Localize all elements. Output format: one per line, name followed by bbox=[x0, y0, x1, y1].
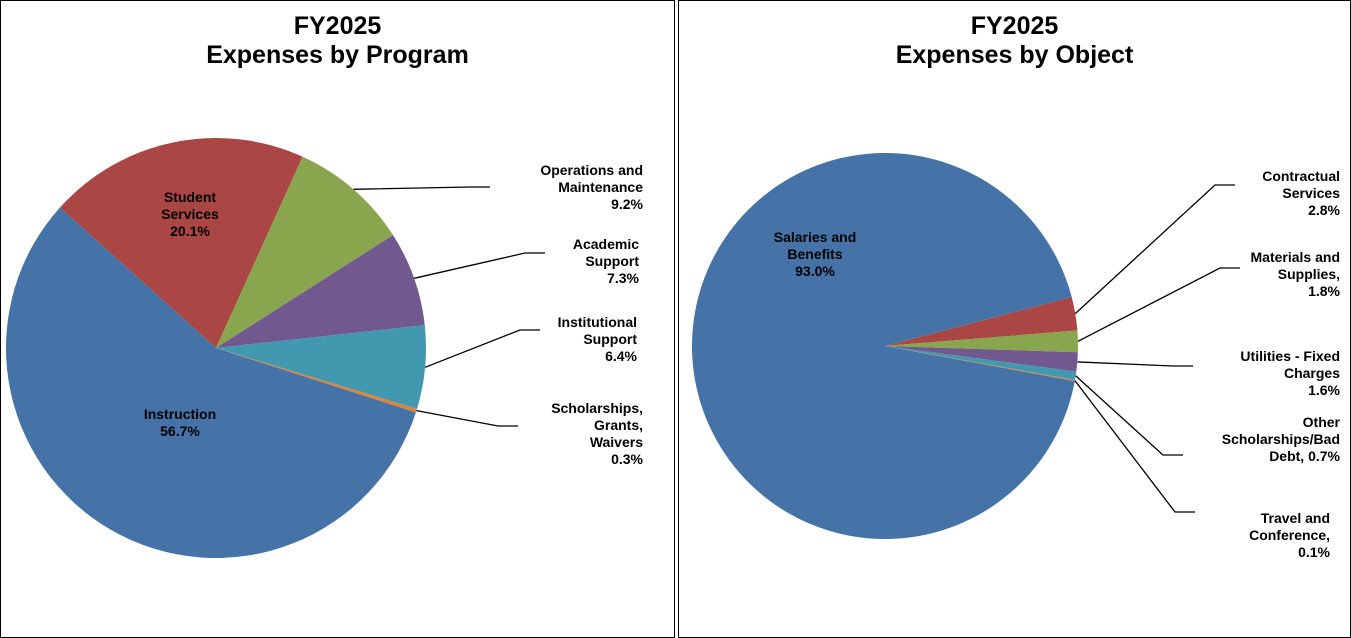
data-label: Materials and Supplies, 1.8% bbox=[1210, 249, 1340, 300]
data-label: Student Services 20.1% bbox=[150, 189, 230, 240]
label-name: Student Services bbox=[161, 189, 219, 222]
data-label: Other Scholarships/Bad Debt, 0.7% bbox=[1205, 414, 1340, 465]
leader-line bbox=[353, 186, 490, 190]
pie-slice bbox=[216, 235, 425, 348]
subtitle-line: Expenses by Program bbox=[206, 41, 469, 69]
label-value: 6.4% bbox=[605, 348, 637, 364]
label-name: Scholarships, Grants, Waivers bbox=[551, 400, 643, 450]
label-value: 0.1% bbox=[1298, 544, 1330, 560]
pie-slice bbox=[216, 325, 426, 409]
label-name: Travel and Conference, bbox=[1249, 510, 1330, 543]
label-name: Utilities - Fixed Charges bbox=[1240, 348, 1340, 381]
label-value: 2.8% bbox=[1308, 202, 1340, 218]
pie-slice bbox=[885, 346, 1077, 380]
label-value: 0.3% bbox=[611, 451, 643, 467]
label-name: Materials and Supplies, bbox=[1250, 249, 1340, 282]
data-label: Instruction 56.7% bbox=[130, 406, 230, 440]
label-value: 1.8% bbox=[1308, 283, 1340, 299]
label-name: Academic Support bbox=[572, 236, 639, 269]
data-label: Operations and Maintenance 9.2% bbox=[493, 162, 643, 213]
label-name: Contractual Services bbox=[1262, 168, 1340, 201]
data-label: Utilities - Fixed Charges 1.6% bbox=[1200, 348, 1340, 399]
leader-line bbox=[1074, 380, 1195, 513]
label-name: Instruction bbox=[143, 406, 217, 422]
pie-slice bbox=[6, 207, 416, 558]
leader-line bbox=[1077, 361, 1193, 367]
leader-line bbox=[413, 252, 545, 279]
pie-slice bbox=[216, 156, 394, 348]
chart-title: FY2025 Expenses by Program bbox=[0, 12, 675, 70]
label-value: 56.7% bbox=[160, 423, 200, 439]
leader-line bbox=[416, 409, 518, 427]
leader-line bbox=[424, 329, 540, 368]
chart-title: FY2025 Expenses by Object bbox=[678, 12, 1351, 70]
pie-slice bbox=[59, 138, 303, 348]
label-name: Institutional Support bbox=[557, 314, 637, 347]
pie-slice bbox=[885, 346, 1075, 382]
label-value: 9.2% bbox=[611, 196, 643, 212]
data-label: Travel and Conference, 0.1% bbox=[1220, 510, 1330, 561]
label-name: Other Scholarships/Bad Debt, bbox=[1221, 414, 1340, 464]
pie-slice bbox=[692, 153, 1075, 540]
data-label: Academic Support 7.3% bbox=[549, 236, 639, 287]
data-label: Scholarships, Grants, Waivers 0.3% bbox=[543, 400, 643, 468]
label-name: Operations and Maintenance bbox=[540, 162, 643, 195]
label-value: 93.0% bbox=[795, 263, 835, 279]
leader-line bbox=[1075, 375, 1183, 456]
label-value: 1.6% bbox=[1308, 382, 1340, 398]
leader-line bbox=[1077, 267, 1240, 342]
subtitle-line: Expenses by Object bbox=[895, 41, 1134, 69]
label-value: 0.7% bbox=[1308, 448, 1340, 464]
label-name: Salaries and Benefits bbox=[773, 229, 857, 262]
pie-slice bbox=[885, 297, 1078, 346]
leader-line bbox=[1074, 184, 1235, 315]
title-line: FY2025 bbox=[293, 12, 382, 40]
label-value: 7.3% bbox=[607, 270, 639, 286]
label-value: 20.1% bbox=[170, 223, 210, 239]
data-label: Institutional Support 6.4% bbox=[517, 314, 637, 365]
data-label: Contractual Services 2.8% bbox=[1245, 168, 1340, 219]
pie-slice bbox=[885, 330, 1078, 353]
title-line: FY2025 bbox=[970, 12, 1059, 40]
pie-slice bbox=[216, 348, 418, 413]
data-label: Salaries and Benefits 93.0% bbox=[760, 229, 870, 280]
pie-slice bbox=[885, 346, 1078, 372]
